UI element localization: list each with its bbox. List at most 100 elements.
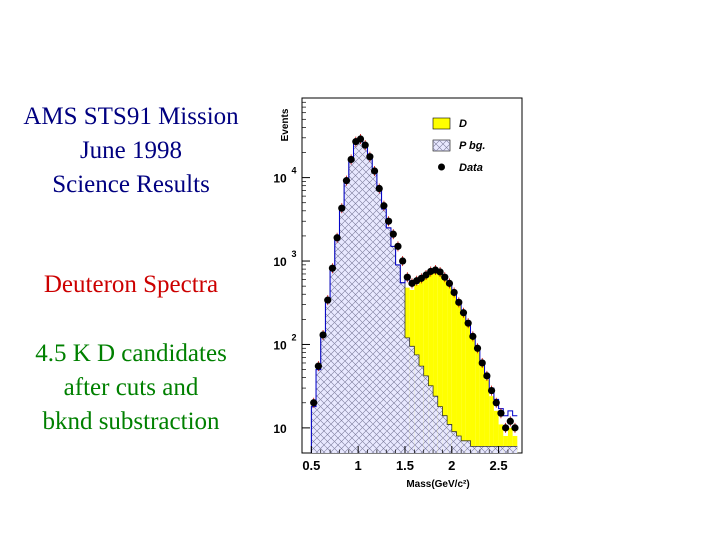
data-point-34 <box>469 332 477 340</box>
x-tick-label-4: 2.5 <box>490 458 508 473</box>
data-point-1 <box>314 362 322 370</box>
d-bin-43 <box>512 435 518 453</box>
y-tick-label-1: 10 <box>273 338 287 352</box>
p-bg-hatch-13 <box>372 172 377 453</box>
p-bg-hatch-26 <box>433 396 438 453</box>
data-point-8 <box>347 155 355 164</box>
legend-label-2: Data <box>459 162 483 174</box>
d-bin-39 <box>493 410 499 453</box>
data-point-31 <box>455 298 463 306</box>
d-bin-41 <box>503 435 508 453</box>
data-point-14 <box>375 184 383 193</box>
d-bin-37 <box>484 379 490 453</box>
d-bin-24 <box>423 276 429 453</box>
d-bin-38 <box>489 396 494 453</box>
legend-label-1: P bg. <box>459 140 485 152</box>
data-point-5 <box>333 234 341 242</box>
p-bg-hatch-29 <box>447 424 452 453</box>
slide-description: 4.5 K D candidates after cuts and bknd s… <box>0 337 262 439</box>
data-point-3 <box>324 296 332 304</box>
x-tick-label-3: 2 <box>448 458 455 473</box>
data-point-41 <box>502 424 510 432</box>
data-point-38 <box>487 386 496 395</box>
data-point-30 <box>450 288 458 297</box>
d-bin-33 <box>465 325 471 453</box>
p-bg-hatch-5 <box>334 238 340 453</box>
p-bg-hatch-19 <box>400 282 405 453</box>
p-bg-hatch-12 <box>367 157 373 453</box>
p-bg-hatch-32 <box>461 440 466 453</box>
p-bg-hatch-28 <box>442 415 448 453</box>
p-bg-hatch-9 <box>353 142 359 453</box>
p-bg-hatch-15 <box>381 209 387 453</box>
y-tick-label-3: 10 <box>273 172 287 186</box>
data-point-39 <box>492 399 500 407</box>
y-tick-label-2: 10 <box>273 255 287 269</box>
d-bin-36 <box>479 366 485 453</box>
y-tick-exponent-1: 2 <box>291 332 296 342</box>
d-bin-26 <box>433 270 438 453</box>
data-point-42 <box>506 417 514 425</box>
d-bin-29 <box>447 284 452 453</box>
p-bg-hatch-27 <box>437 406 443 453</box>
p-bg-hatch-14 <box>376 190 382 453</box>
p-bg-hatch-2 <box>320 336 326 453</box>
p-bg-hatch-42 <box>507 446 513 453</box>
d-bin-31 <box>456 303 462 453</box>
d-bin-28 <box>442 277 448 453</box>
data-point-37 <box>483 372 491 380</box>
data-point-43 <box>511 424 519 432</box>
d-bin-40 <box>498 424 504 453</box>
title-line-3: Science Results <box>52 171 210 198</box>
d-bin-42 <box>507 427 513 453</box>
data-point-29 <box>445 279 454 287</box>
data-point-2 <box>319 331 327 339</box>
data-point-36 <box>478 359 486 367</box>
p-bg-hatch-20 <box>404 337 410 453</box>
p-bg-hatch-16 <box>386 227 391 453</box>
p-bg-hatch-7 <box>344 181 349 453</box>
data-point-15 <box>380 202 388 210</box>
p-bg-hatch-39 <box>493 446 499 453</box>
p-bg-hatch-8 <box>348 160 354 453</box>
subtitle-line: Deuteron Spectra <box>43 271 219 298</box>
data-point-0 <box>310 399 318 407</box>
d-bin-32 <box>461 314 466 453</box>
slide-title: AMS STS91 Mission June 1998 Science Resu… <box>0 100 262 202</box>
p-bg-hatch-22 <box>414 354 420 453</box>
p-bg-hatch-0 <box>311 406 317 453</box>
p-bg-hatch-33 <box>465 440 471 453</box>
data-point-33 <box>464 319 472 327</box>
data-point-11 <box>361 141 369 149</box>
p-bg-hatch-30 <box>451 431 457 453</box>
description-line-3: bknd substraction <box>42 408 220 435</box>
p-bg-hatch-17 <box>390 246 396 453</box>
legend-label-0: D <box>459 118 467 130</box>
y-tick-exponent-3: 4 <box>291 166 296 176</box>
data-point-27 <box>436 268 444 276</box>
data-point-17 <box>389 230 397 238</box>
x-tick-label-2: 1.5 <box>396 458 414 473</box>
d-bin-35 <box>475 350 480 453</box>
data-point-12 <box>366 153 374 161</box>
data-point-16 <box>384 217 393 225</box>
p-bg-hatch-10 <box>358 139 363 453</box>
legend-swatch-p-bg-hatch <box>433 140 450 151</box>
data-point-32 <box>459 309 468 317</box>
p-bg-hatch-6 <box>339 209 345 453</box>
legend-swatch-d <box>432 117 451 130</box>
p-bg-hatch-4 <box>330 269 335 453</box>
data-point-10 <box>356 135 365 143</box>
y-tick-exponent-2: 3 <box>291 249 296 259</box>
data-point-13 <box>370 167 379 175</box>
data-point-35 <box>473 344 482 352</box>
p-bg-hatch-23 <box>419 366 424 453</box>
d-bin-34 <box>470 337 476 453</box>
title-line-1: AMS STS91 Mission <box>23 103 239 130</box>
p-bg-hatch-38 <box>489 446 494 453</box>
data-point-7 <box>342 177 351 185</box>
data-point-6 <box>338 204 346 212</box>
p-bg-hatch-43 <box>512 446 518 453</box>
p-bg-hatch-18 <box>395 264 401 453</box>
p-bg-hatch-3 <box>325 301 331 453</box>
